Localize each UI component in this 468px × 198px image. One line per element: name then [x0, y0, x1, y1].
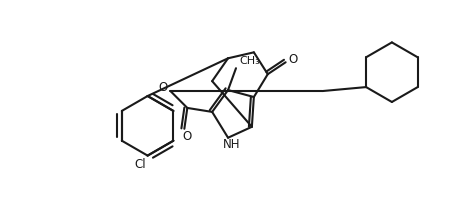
Text: CH₃: CH₃ — [239, 56, 260, 66]
Text: O: O — [288, 53, 297, 66]
Text: Cl: Cl — [135, 158, 146, 171]
Text: O: O — [158, 81, 167, 94]
Text: O: O — [183, 130, 192, 143]
Text: NH: NH — [223, 138, 241, 151]
